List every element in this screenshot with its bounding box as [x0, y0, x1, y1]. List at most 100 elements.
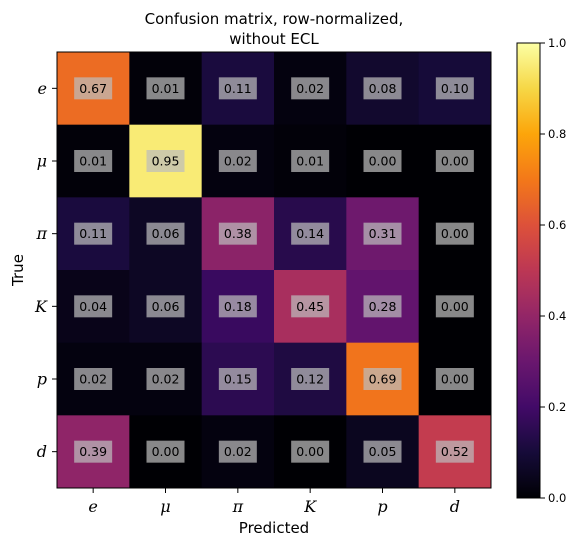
- cell-value-label: 0.05: [369, 444, 397, 459]
- cell-label-box: [146, 222, 185, 245]
- y-tick-label: π: [35, 224, 47, 243]
- cell-value-label: 0.12: [296, 372, 324, 387]
- cell-label-box: [435, 295, 474, 318]
- cell-label-box: [74, 222, 113, 245]
- cell-label-box: [291, 222, 330, 245]
- colorbar-tick-label: 0.0: [548, 491, 566, 505]
- cell-value-label: 0.02: [224, 154, 252, 169]
- cell-label-box: [291, 295, 330, 318]
- cell-value-label: 0.28: [369, 299, 397, 314]
- cell-value-label: 0.11: [224, 81, 252, 96]
- x-tick-label: K: [303, 497, 317, 516]
- x-axis-label: Predicted: [239, 519, 309, 537]
- cell-value-label: 0.52: [441, 444, 469, 459]
- chart-title: Confusion matrix, row-normalized,: [145, 10, 404, 28]
- cell-label-box: [74, 150, 113, 172]
- cell-value-label: 0.10: [441, 81, 469, 96]
- cell-value-label: 0.95: [152, 154, 180, 169]
- cell-value-label: 0.14: [296, 226, 324, 241]
- cell-label-box: [146, 150, 185, 172]
- cell-value-label: 0.18: [224, 299, 252, 314]
- cell-value-label: 0.67: [79, 81, 107, 96]
- cell-label-box: [146, 77, 185, 100]
- cell-value-label: 0.02: [152, 372, 180, 387]
- y-axis-label: True: [9, 254, 27, 287]
- cell-label-box: [435, 77, 474, 100]
- cell-value-label: 0.01: [296, 154, 324, 169]
- cell-value-label: 0.00: [441, 299, 469, 314]
- cell-value-label: 0.06: [152, 226, 180, 241]
- cell-value-label: 0.00: [296, 444, 324, 459]
- x-tick-label: p: [377, 497, 387, 516]
- y-tick-label: e: [38, 79, 47, 98]
- cell-value-label: 0.00: [369, 154, 397, 169]
- cell-label-box: [435, 368, 474, 390]
- cell-value-label: 0.01: [79, 154, 107, 169]
- cell-label-box: [146, 440, 185, 463]
- colorbar-tick-label: 1.0: [548, 36, 566, 50]
- cell-label-box: [74, 77, 113, 100]
- x-tick-label: e: [88, 497, 97, 516]
- cell-label-box: [218, 295, 257, 318]
- y-tick-label: μ: [37, 152, 47, 171]
- colorbar-gradient: [517, 43, 540, 498]
- y-tick-label: d: [37, 442, 47, 461]
- cell-value-label: 0.45: [296, 299, 324, 314]
- y-tick-label: p: [37, 370, 47, 389]
- cell-label-box: [146, 295, 185, 318]
- x-tick-label: μ: [160, 497, 170, 516]
- cell-label-box: [435, 150, 474, 172]
- cell-value-label: 0.01: [152, 81, 180, 96]
- cell-value-label: 0.00: [441, 154, 469, 169]
- cell-label-box: [363, 295, 402, 318]
- y-axis-ticks: e μ π Kp d: [34, 79, 57, 461]
- cell-label-box: [435, 440, 474, 463]
- cell-label-box: [218, 77, 257, 100]
- colorbar-tick-label: 0.6: [548, 218, 566, 232]
- cell-label-box: [74, 440, 113, 463]
- cell-label-box: [363, 440, 402, 463]
- cell-value-label: 0.15: [224, 372, 252, 387]
- x-tick-label: d: [450, 497, 460, 516]
- cell-value-label: 0.06: [152, 299, 180, 314]
- cell-label-box: [218, 150, 257, 172]
- cell-label-box: [363, 77, 402, 100]
- cell-value-label: 0.69: [369, 372, 397, 387]
- cell-label-box: [218, 440, 257, 463]
- cell-label-box: [291, 368, 330, 390]
- cell-label-box: [74, 368, 113, 390]
- cell-value-label: 0.00: [441, 226, 469, 241]
- cell-value-label: 0.02: [296, 81, 324, 96]
- cell-value-label: 0.02: [79, 372, 107, 387]
- colorbar-tick-label: 0.8: [548, 127, 566, 141]
- cell-label-box: [218, 368, 257, 390]
- cell-label-box: [291, 440, 330, 463]
- colorbar-tick-label: 0.4: [548, 309, 566, 323]
- chart-subtitle: without ECL: [229, 30, 319, 48]
- cell-label-box: [291, 150, 330, 172]
- colorbar: 0.0 0.2 0.4 0.6 0.8 1.0: [516, 36, 566, 505]
- cell-value-label: 0.02: [224, 444, 252, 459]
- cell-label-box: [363, 222, 402, 245]
- cell-value-label: 0.08: [369, 81, 397, 96]
- heatmap-cells: 0.67 0.01 0.11 0.02 0.08 0.10 0.01 0.95 0.02 0.01…: [56, 51, 492, 489]
- y-tick-label: K: [34, 297, 48, 316]
- cell-label-box: [146, 368, 185, 390]
- colorbar-tick-label: 0.2: [548, 400, 566, 414]
- plot-frame: [56, 51, 492, 489]
- cell-value-label: 0.31: [369, 226, 397, 241]
- cell-value-label: 0.04: [79, 299, 107, 314]
- cell-label-box: [363, 150, 402, 172]
- cell-value-label: 0.38: [224, 226, 252, 241]
- cell-label-box: [218, 222, 257, 245]
- cell-label-box: [74, 295, 113, 318]
- colorbar-frame: [516, 42, 541, 499]
- cell-value-label: 0.39: [79, 444, 107, 459]
- cell-value-label: 0.00: [441, 372, 469, 387]
- cell-label-box: [435, 222, 474, 245]
- cell-label-box: [363, 368, 402, 390]
- cell-value-label: 0.11: [79, 226, 107, 241]
- cell-value-label: 0.00: [152, 444, 180, 459]
- x-tick-label: π: [232, 497, 244, 516]
